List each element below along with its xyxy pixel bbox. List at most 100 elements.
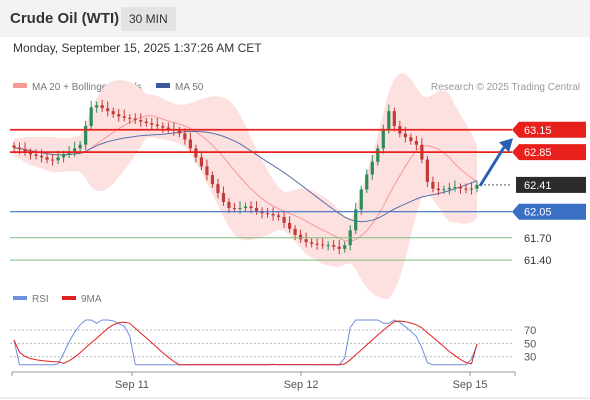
candle [106, 101, 110, 117]
candle-body [177, 130, 181, 134]
candle [464, 183, 468, 194]
candle-body [343, 245, 347, 249]
candle [287, 216, 292, 233]
candle [321, 237, 325, 249]
candle-body [370, 161, 374, 175]
candle [150, 117, 154, 130]
candle-body [56, 157, 60, 161]
candle [216, 178, 220, 199]
candle-body [150, 123, 154, 125]
candle-body [403, 133, 407, 138]
timeframe-button[interactable]: 30 MIN [121, 7, 176, 31]
x-axis: Sep 11 Sep 12 Sep 15 [0, 371, 590, 399]
candle [337, 240, 341, 255]
candle [425, 155, 429, 188]
ma9-legend-swatch [62, 296, 76, 300]
candle [166, 122, 170, 133]
level-label-pivot: 62.05 [524, 207, 552, 219]
candle [243, 202, 248, 212]
candle [326, 241, 330, 251]
candle-body [381, 129, 385, 149]
rsi-level-label: 50 [524, 338, 536, 350]
candle-body [447, 187, 452, 190]
candle-body [73, 148, 77, 152]
level-tag-pivot [512, 203, 586, 220]
candle [453, 180, 457, 192]
candle-body [304, 239, 308, 243]
ma50-line [13, 131, 478, 223]
candle [23, 142, 27, 156]
ma20-legend-swatch [13, 83, 27, 88]
candle [139, 113, 143, 127]
candle-body [276, 215, 281, 217]
candle-body [89, 107, 93, 127]
level-tag-resistance [512, 121, 586, 138]
candle-body [155, 124, 159, 127]
candle-body [23, 149, 27, 153]
instrument-title: Crude Oil (WTI) [10, 10, 120, 27]
header-bar: Crude Oil (WTI) 30 MIN [0, 0, 590, 37]
candle [265, 207, 270, 218]
candle-body [122, 116, 126, 118]
candle [117, 108, 121, 122]
candle [161, 122, 165, 133]
candle-body [232, 207, 237, 209]
candle-body [28, 152, 33, 155]
candle-body [50, 159, 55, 161]
candle-body [238, 207, 242, 209]
copyright-label: Research © 2025 Trading Central [431, 82, 580, 93]
rsi-legend-label: RSI [32, 294, 49, 305]
candle-body [442, 189, 446, 191]
candle-body [106, 108, 110, 112]
candle-body [45, 157, 49, 160]
candle [84, 120, 88, 150]
candle [409, 133, 413, 145]
candle [205, 159, 209, 181]
candle-body [100, 105, 104, 109]
current-price-label: 62.41 [524, 180, 552, 192]
candle [45, 153, 49, 164]
candle-body [392, 111, 396, 127]
candle-body [34, 154, 38, 156]
candle [365, 169, 369, 194]
candle [188, 132, 192, 153]
candle [73, 141, 77, 157]
candle [183, 128, 187, 145]
candle [447, 182, 452, 195]
level-tag-resistance [512, 144, 586, 161]
ma50-legend-swatch [156, 83, 170, 88]
candle [232, 202, 237, 213]
timestamp: Monday, September 15, 2025 1:37:26 AM CE… [13, 41, 262, 55]
candle [359, 185, 363, 215]
level-label-resistance: 62.85 [524, 147, 552, 159]
candle [210, 171, 215, 188]
candle-body [111, 111, 115, 115]
candle-body [12, 145, 16, 148]
candle [475, 181, 479, 193]
candle-body [365, 174, 369, 190]
candle-body [166, 127, 170, 130]
candle-body [475, 184, 479, 189]
candle-body [458, 187, 463, 189]
candle [343, 241, 347, 253]
candle [12, 141, 16, 152]
ma50-legend-label: MA 50 [175, 82, 204, 93]
candle [299, 229, 303, 243]
candle [89, 100, 93, 130]
candle-body [188, 139, 192, 149]
arrow-shaft [478, 146, 506, 187]
candle-body [431, 181, 435, 189]
candle [177, 126, 181, 138]
candle-body [216, 184, 220, 194]
candle [100, 100, 104, 112]
level-label-resistance: 63.15 [524, 125, 552, 137]
candle-body [464, 188, 468, 190]
rsi-level-label: 70 [524, 325, 536, 337]
candle-body [425, 159, 429, 182]
candle [387, 104, 391, 134]
candle [34, 149, 38, 160]
candle-body [326, 245, 330, 247]
candle-body [249, 206, 253, 208]
